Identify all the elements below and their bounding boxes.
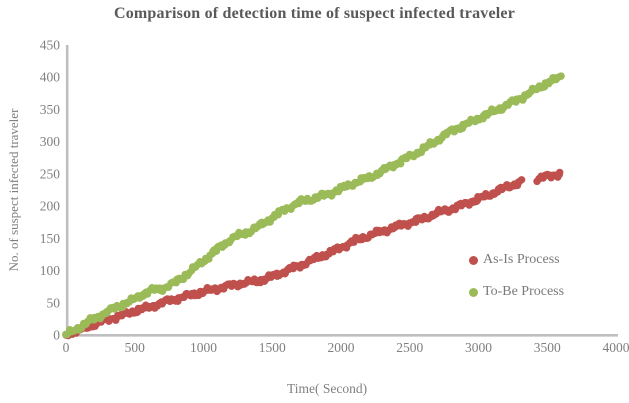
y-tick-label: 350	[40, 102, 61, 117]
legend-label-as-is: As-Is Process	[483, 252, 560, 267]
y-tick-label: 0	[53, 328, 60, 343]
y-tick-label: 250	[40, 166, 61, 181]
series-to-be-process	[61, 72, 565, 339]
x-axis-title: Time( Second)	[286, 381, 368, 396]
y-tick-label: 300	[40, 134, 61, 149]
x-tick-label: 0	[63, 340, 70, 355]
legend-item-to-be-process: To-Be Process	[469, 284, 564, 300]
chart-title: Comparison of detection time of suspect …	[113, 5, 516, 22]
y-tick-label: 100	[40, 263, 61, 278]
as-is-marker-icon	[469, 255, 478, 265]
y-tick-label: 150	[40, 231, 61, 246]
x-tick-label: 3500	[534, 340, 561, 355]
y-tick-label: 450	[40, 38, 61, 53]
y-tick-label: 200	[40, 199, 61, 214]
x-tick-label: 1500	[259, 340, 286, 355]
x-tick-label: 4000	[603, 340, 629, 355]
x-tick-label: 500	[125, 340, 146, 355]
y-tick-label: 50	[47, 295, 61, 310]
legend-label-to-be: To-Be Process	[483, 284, 565, 299]
y-axis-title: No. of suspect infected traveler	[6, 108, 21, 272]
x-tick-label: 2500	[396, 340, 423, 355]
x-tick-label: 3000	[465, 340, 492, 355]
x-tick-label: 1000	[190, 340, 217, 355]
x-tick-label: 2000	[328, 340, 355, 355]
to-be-marker-icon	[469, 287, 478, 297]
y-tick-label: 400	[40, 70, 61, 85]
legend-item-as-is-process: As-Is Process	[469, 252, 560, 268]
